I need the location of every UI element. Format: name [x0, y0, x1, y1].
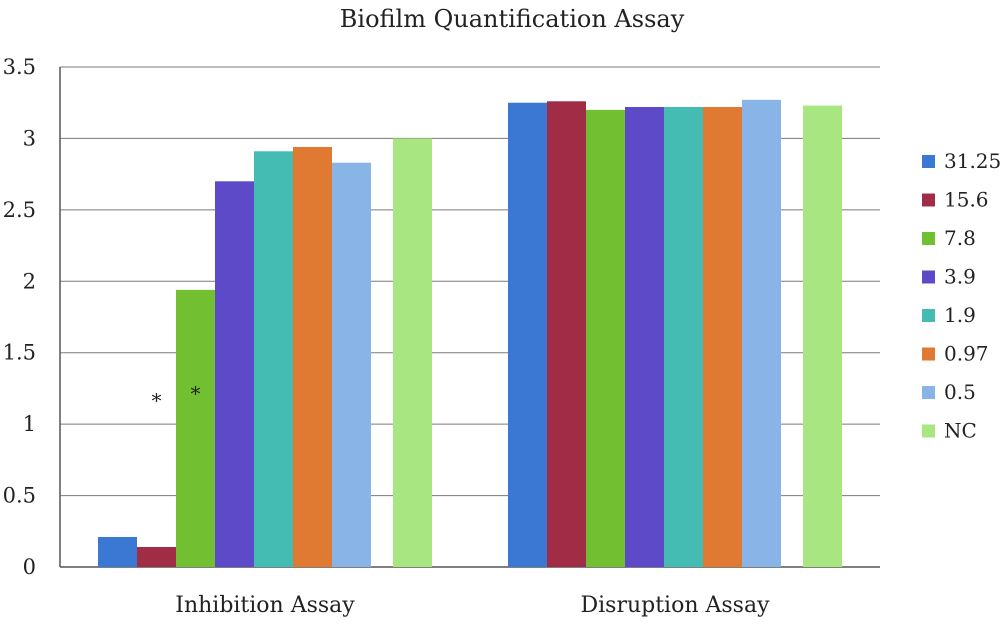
bar-1.9-disruption-assay: [664, 107, 703, 567]
bar-7.8-inhibition-assay: [176, 289, 215, 567]
x-axis-categories: Inhibition Assay Disruption Assay: [175, 593, 770, 618]
legend-swatch: [922, 309, 935, 322]
legend-label: 1.9: [944, 303, 976, 327]
significance-marker: *: [152, 389, 162, 413]
bar-15.6-inhibition-assay: [137, 547, 176, 567]
chart-title: Biofilm Quantification Assay: [340, 5, 685, 33]
bar-3.9-inhibition-assay: [215, 181, 254, 568]
y-tick-label: 2.5: [3, 198, 36, 222]
y-tick-label: 1.5: [3, 341, 36, 365]
x-category-label: Disruption Assay: [580, 593, 770, 618]
bar-0.97-disruption-assay: [703, 107, 742, 567]
x-category-label: Inhibition Assay: [175, 593, 355, 618]
legend-label: 31.25: [944, 149, 1000, 173]
bar-NC-disruption-assay: [803, 105, 842, 568]
legend-swatch: [922, 232, 935, 245]
legend-label: 15.6: [944, 188, 989, 212]
bar-7.8-disruption-assay: [586, 109, 625, 567]
bar-3.9-disruption-assay: [625, 107, 664, 567]
y-tick-label: 0.5: [3, 484, 36, 508]
legend-swatch: [922, 347, 935, 361]
legend-label: NC: [944, 419, 977, 443]
annotations: * *: [152, 382, 201, 413]
bar-31.25-disruption-assay: [508, 102, 547, 567]
bar-0.5-inhibition-assay: [332, 162, 371, 567]
y-tick-label: 1: [23, 412, 36, 436]
bar-0.97-inhibition-assay: [293, 147, 332, 567]
legend-label: 0.5: [944, 380, 976, 404]
legend-swatch: [922, 193, 935, 207]
legend-swatch: [922, 155, 935, 168]
legend-swatch: [922, 270, 935, 284]
legend-label: 7.8: [944, 226, 976, 250]
legend-label: 3.9: [944, 265, 976, 289]
bar-1.9-inhibition-assay: [254, 151, 293, 568]
y-tick-label: 3: [23, 126, 36, 150]
legend-swatch: [922, 386, 935, 399]
legend-label: 0.97: [944, 342, 989, 366]
bar-NC-inhibition-assay: [393, 138, 432, 567]
bars: [98, 99, 842, 568]
significance-marker: *: [191, 382, 201, 406]
bar-0.5-disruption-assay: [742, 99, 781, 567]
legend-swatch: [922, 424, 935, 438]
y-tick-label: 0: [23, 555, 36, 579]
y-tick-label: 3.5: [3, 55, 36, 79]
legend: 31.25 15.6 7.8 3.9 1.9 0.97 0.5 NC: [922, 149, 1000, 443]
y-tick-label: 2: [23, 269, 36, 293]
bar-31.25-inhibition-assay: [98, 537, 137, 567]
bar-15.6-disruption-assay: [547, 101, 586, 568]
y-axis-ticks: 0 0.5 1 1.5 2 2.5 3 3.5: [3, 55, 36, 579]
